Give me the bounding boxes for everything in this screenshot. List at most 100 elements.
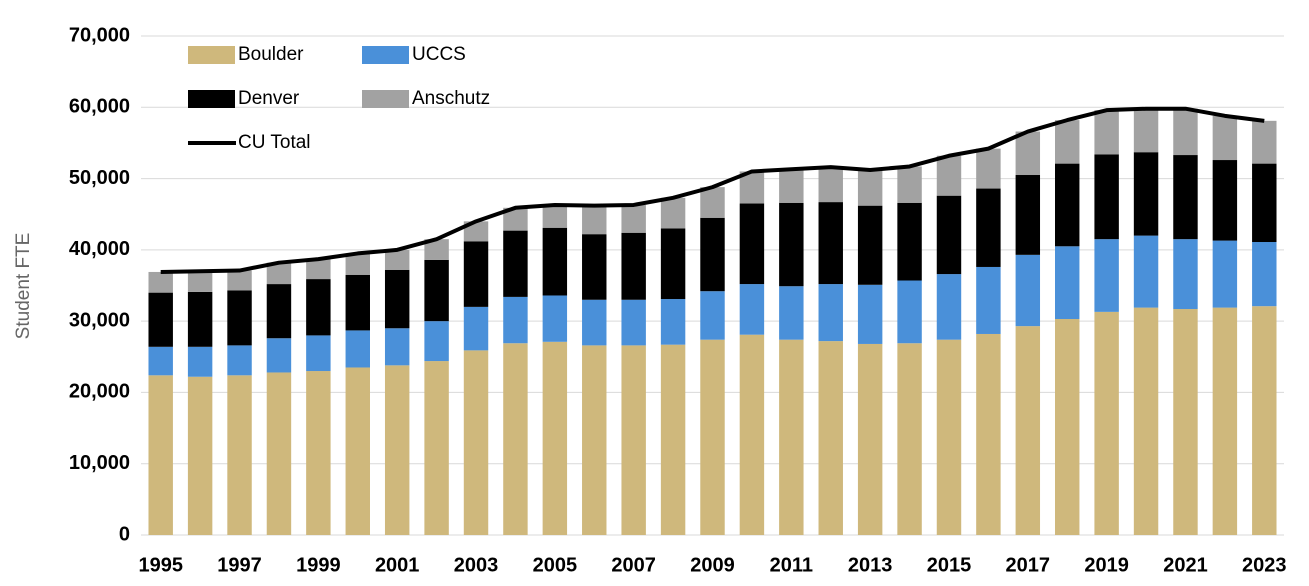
bar-segment [1055,120,1080,164]
bar-segment [503,343,528,535]
bar-segment [148,375,173,535]
y-tick-label: 10,000 [69,452,130,474]
x-tick-label: 2021 [1163,554,1208,576]
bar-segment [1055,319,1080,535]
bar-segment [1252,163,1277,243]
legend-label: Boulder [238,44,304,65]
bar-segment [148,346,173,376]
x-tick-label: 1995 [138,554,183,576]
bar-segment [1212,307,1238,535]
bar-segment [1173,309,1198,535]
bar-segment [660,197,686,229]
legend-swatch [188,46,235,64]
bar-segment [897,280,922,344]
bar-segment [1212,160,1238,241]
y-tick-label: 40,000 [69,238,130,260]
bar-segment [1133,108,1159,153]
bar-segment [266,338,292,373]
bar-segment [463,221,489,242]
y-axis-label: Student FTE [13,233,34,340]
bar-segment [700,217,725,292]
bar-segment [345,253,370,275]
bar-segment [424,239,449,260]
legend-swatch [188,90,235,108]
bar-segment [542,227,568,296]
x-tick-label: 2015 [927,554,972,576]
bar-segment [1094,239,1119,312]
bar-segment [306,279,331,336]
x-tick-label: 2019 [1084,554,1129,576]
bar-segment [621,204,646,233]
bar-segment [779,339,804,535]
bar-segment [1252,306,1277,535]
bar-segment [187,376,213,535]
bar-segment [542,341,568,535]
x-tick-label: 1997 [217,554,262,576]
bar-segment [227,290,252,346]
bar-segment [660,344,686,535]
bar-segment [582,345,607,535]
bar-segment [424,321,449,362]
x-tick-label: 2013 [848,554,893,576]
bar-segment [779,202,804,287]
bar-segment [227,345,252,376]
bar-segment [1173,155,1198,240]
bar-segment [936,155,962,196]
bar-segment [384,365,410,535]
bar-segment [857,284,883,344]
y-tick-label: 20,000 [69,381,130,403]
bar-segment [700,339,725,535]
bar-segment [818,167,843,203]
bar-segment [936,339,962,535]
bar-segment [779,286,804,340]
bar-segment [1015,131,1041,176]
bar-segment [976,266,1001,334]
bar-segment [1173,108,1198,156]
bar-segment [582,299,607,346]
bar-segment [660,299,686,345]
total-line [160,106,1265,274]
bar-segment [1133,152,1159,236]
x-tick-label: 2001 [375,554,420,576]
bar-segment [345,330,370,368]
bar-segment [1055,246,1080,320]
bar-segment [1212,240,1238,308]
bar-segment [384,249,410,270]
bar-segment [187,291,213,347]
bar-segment [463,350,489,535]
bar-segment [621,345,646,535]
legend-label: Denver [238,88,300,109]
bar-segment [621,232,646,300]
bar-segment [700,291,725,340]
bar-segment [660,228,686,300]
bar-segment [739,203,765,285]
bar-segment [503,207,528,231]
bar-segment [700,187,725,218]
bar-segment [1055,163,1080,247]
bar-segment [857,343,883,535]
x-tick-label: 2023 [1242,554,1287,576]
bar-segment [1015,254,1041,327]
bar-segment [1094,154,1119,240]
bar-segment [266,372,292,535]
bar-segment [542,204,568,228]
bar-segment [857,205,883,285]
x-tick-label: 2009 [690,554,735,576]
bar-segment [976,188,1001,267]
legend-label: Anschutz [412,88,490,109]
bar-segment [1252,120,1277,164]
legend-swatch [362,90,409,108]
x-tick-label: 2005 [533,554,578,576]
bar-segment [1015,326,1041,535]
bar-segment [739,334,765,535]
bar-segment [857,170,883,206]
bar-segment [818,341,843,535]
bar-segment [345,367,370,535]
bar-segment [818,202,843,285]
bar-segment [503,296,528,344]
bar-segment [266,262,292,285]
x-tick-label: 2007 [611,554,656,576]
bar-segment [306,259,331,280]
bar-segment [345,274,370,331]
y-tick-label: 0 [119,523,130,545]
